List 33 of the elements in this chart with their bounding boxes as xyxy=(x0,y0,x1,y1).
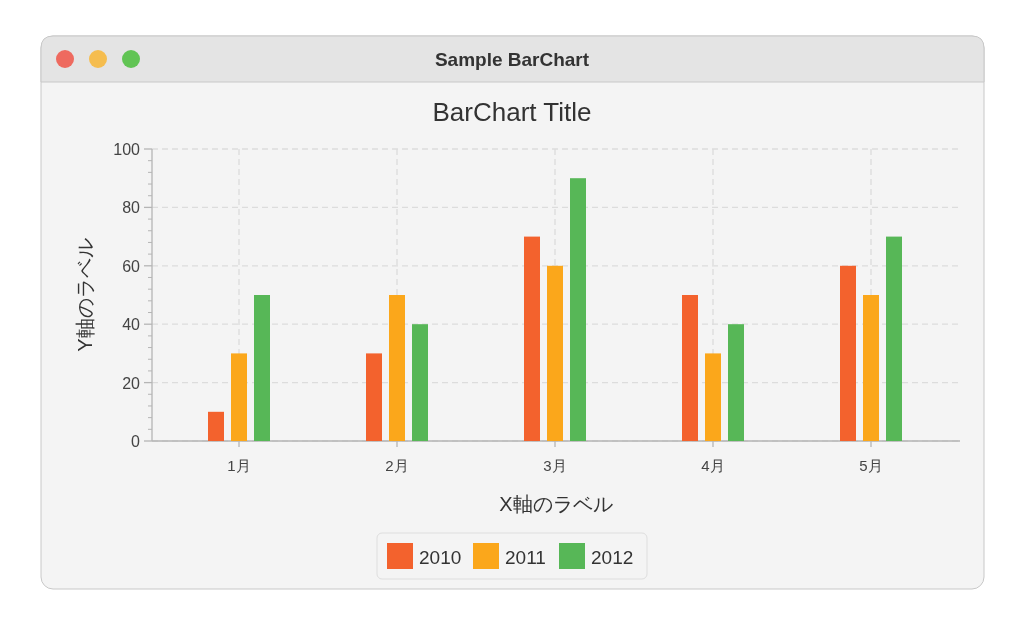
text: Sample BarChart xyxy=(434,49,590,70)
x-tick-label: 4月 xyxy=(701,457,725,474)
bar xyxy=(389,295,405,441)
bar xyxy=(412,324,428,441)
bar xyxy=(682,295,698,441)
x-tick-label: 1月 xyxy=(227,457,251,474)
x-tick-label: 3月 xyxy=(543,457,567,474)
bar xyxy=(254,295,270,441)
x-tick-label: 5月 xyxy=(859,457,883,474)
bar xyxy=(705,353,721,441)
y-tick-label: 60 xyxy=(122,257,141,275)
bar xyxy=(728,324,744,441)
bar xyxy=(524,236,540,441)
legend-label: 2012 xyxy=(591,547,634,568)
bar xyxy=(863,295,879,441)
y-tick-label: 20 xyxy=(122,374,141,392)
y-axis-title: Y軸のラベル xyxy=(74,238,96,352)
legend-label: 2011 xyxy=(505,547,546,568)
bar xyxy=(570,178,586,441)
y-tick-label: 0 xyxy=(131,433,141,450)
bar xyxy=(366,353,382,441)
bar xyxy=(886,236,902,441)
bar xyxy=(231,353,247,441)
bar xyxy=(208,411,224,441)
chart-title: BarChart Title xyxy=(432,97,592,127)
bar xyxy=(547,265,563,441)
x-tick-label: 2月 xyxy=(385,457,409,474)
legend-label: 2010 xyxy=(419,547,462,568)
x-axis-title: X軸のラベル xyxy=(499,493,613,515)
bar xyxy=(840,265,856,441)
y-tick-label: 40 xyxy=(122,316,141,334)
y-tick-label: 100 xyxy=(113,141,141,158)
y-tick-label: 80 xyxy=(122,199,141,217)
